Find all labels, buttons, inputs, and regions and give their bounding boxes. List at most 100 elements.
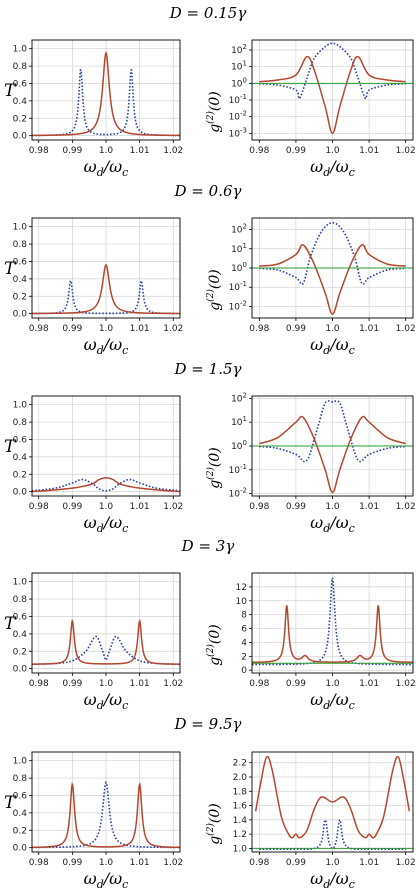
y-tick-label: 10 [236,597,248,607]
y-tick-label: 0.4 [13,453,28,463]
x-tick-label: 1.01 [359,679,379,689]
y-tick-label: 101 [231,415,247,428]
x-axis-label: ωd/ωc [84,157,129,179]
y-axis-label: g(2)(0) [205,269,223,311]
panel-row-title: D = 0.15γ [169,4,247,22]
y-tick-label: 0.6 [13,791,28,801]
x-tick-label: 1.0 [99,679,114,689]
x-tick-label: 1.01 [359,324,379,334]
y-tick-label: 2.0 [233,773,248,783]
y-axis-label: T [4,81,17,101]
x-tick-label: 1.02 [163,858,183,868]
y-tick-label: 1.6 [233,802,248,812]
x-tick-label: 1.01 [130,146,150,156]
series-group [252,222,413,315]
series-line-blue-dotted [259,222,406,286]
y-tick-label: 0.2 [13,292,27,302]
y-tick-label: 0.0 [13,665,28,675]
series-group [32,51,180,137]
y-tick-label: 0.2 [13,114,27,124]
series-line-red [32,263,180,315]
y-tick-label: 12 [236,583,247,593]
x-tick-label: 0.99 [286,679,306,689]
y-tick-label: 102 [231,391,247,404]
y-tick-label: 1.0 [233,844,248,854]
x-tick-label: 0.99 [286,146,306,156]
y-axis-label: T [4,437,17,457]
x-tick-label: 0.98 [29,146,49,156]
y-tick-label: 100 [231,76,247,89]
x-tick-label: 1.01 [130,858,150,868]
y-tick-label: 0.0 [13,132,28,142]
x-tick-label: 1.02 [163,324,183,334]
x-tick-label: 1.01 [359,858,379,868]
x-tick-label: 0.98 [249,324,269,334]
chart-panel-0-left: 0.98 0.99 1.0 1.01 1.020.00.20.40.60.81.0ωd/… [4,39,183,179]
y-tick-label: 0.0 [13,310,28,320]
y-tick-label: 100 [231,261,247,274]
x-tick-label: 0.98 [29,858,49,868]
x-tick-label: 0.98 [29,679,49,689]
series-line-blue-dotted [259,42,406,100]
y-tick-label: 0.8 [13,595,28,605]
x-axis-label: ωd/ωc [310,513,355,535]
chart-panel-3-right: 0.98 0.99 1.0 1.01 1.02 0 2 4 6 8 10 12 ωd/ωc g(2)(0) [205,572,416,712]
series-group [32,263,180,315]
x-tick-label: 0.99 [286,858,306,868]
series-line-red [252,605,413,664]
x-tick-label: 0.99 [62,858,82,868]
y-axis-label: T [4,259,17,279]
x-tick-label: 1.0 [325,324,340,334]
series-line-red [259,415,406,494]
y-tick-label: 0.6 [13,79,28,89]
series-group [32,476,180,493]
y-tick-label: 0.2 [13,826,27,836]
y-tick-label: 0.0 [13,844,28,854]
x-tick-label: 0.99 [62,324,82,334]
x-tick-label: 0.98 [249,502,269,512]
x-tick-label: 1.01 [359,146,379,156]
x-axis-label: ωd/ωc [84,335,129,357]
series-line-blue-dotted [259,400,406,463]
x-tick-label: 1.0 [325,502,340,512]
series-line-blue-dotted [32,780,180,849]
x-tick-label: 1.01 [359,502,379,512]
y-tick-label: 0.6 [13,612,28,622]
series-line-red [32,51,180,137]
y-tick-label: 1.0 [13,223,28,233]
y-axis-label: T [4,614,17,634]
x-tick-label: 1.0 [99,324,114,334]
x-tick-label: 0.98 [29,502,49,512]
x-tick-label: 0.99 [62,502,82,512]
y-tick-label: 6 [241,625,247,635]
x-axis-label: ωd/ωc [84,869,129,891]
x-tick-label: 1.02 [396,858,416,868]
x-tick-label: 1.02 [163,502,183,512]
x-axis-label: ωd/ωc [84,690,129,712]
y-tick-label: 10-1 [229,93,247,106]
x-tick-label: 0.98 [249,679,269,689]
y-tick-label: 2.2 [233,759,247,769]
y-tick-label: 0.8 [13,774,28,784]
x-axis-label: ωd/ωc [310,335,355,357]
series-group [252,400,413,494]
y-tick-label: 10-1 [229,463,247,476]
x-tick-label: 1.01 [130,679,150,689]
y-tick-label: 10-2 [229,299,247,312]
y-tick-label: 101 [231,60,247,73]
x-tick-label: 1.02 [396,324,416,334]
x-tick-label: 0.99 [62,146,82,156]
series-group [252,755,413,851]
series-line-red [254,755,411,839]
series-group [252,42,413,135]
y-tick-label: 102 [231,43,247,56]
y-tick-label: 1.0 [13,45,28,55]
y-tick-label: 0.2 [13,647,27,657]
x-axis-label: ωd/ωc [310,690,355,712]
y-tick-label: 0.8 [13,418,28,428]
y-tick-label: 101 [231,242,247,255]
x-axis-label: ωd/ωc [310,869,355,891]
y-tick-label: 1.2 [233,830,247,840]
y-axis-label: g(2)(0) [205,803,223,845]
x-tick-label: 0.99 [286,324,306,334]
